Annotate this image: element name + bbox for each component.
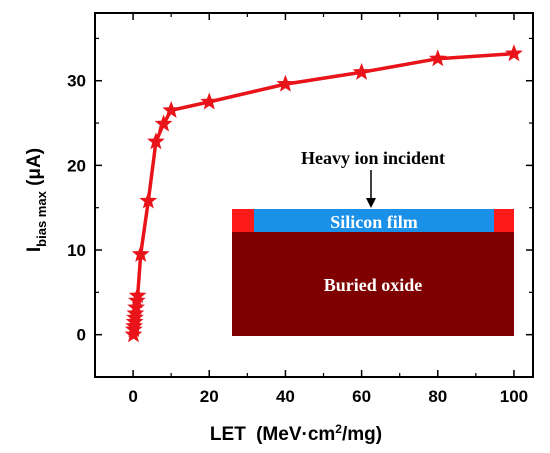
data-point-star — [505, 44, 523, 62]
buried-oxide-label: Buried oxide — [324, 275, 423, 295]
x-tick-label: 80 — [428, 387, 447, 406]
y-tick-label: 0 — [77, 326, 86, 345]
y-tick-label: 10 — [67, 241, 86, 260]
data-point-star — [124, 325, 143, 343]
data-point-star — [200, 92, 219, 110]
x-tick-label: 0 — [128, 387, 137, 406]
heavy-ion-label: Heavy ion incident — [301, 148, 445, 168]
plot-frame — [94, 12, 534, 378]
ion-arrow-head — [366, 198, 376, 208]
data-point-star — [352, 62, 371, 80]
data-point-star — [428, 49, 447, 67]
data-point-star — [128, 286, 147, 304]
y-axis-title: Ibias max (μA) — [24, 148, 49, 252]
device-inset: Silicon film Buried oxide Heavy ion inci… — [232, 148, 514, 336]
y-tick-label: 20 — [67, 156, 86, 175]
data-point-star — [139, 191, 158, 209]
y-tick-label: 30 — [67, 72, 86, 91]
axis-ticks — [94, 13, 533, 378]
silicon-film-layer — [254, 209, 494, 232]
data-point-star — [154, 114, 173, 132]
x-tick-label: 20 — [200, 387, 219, 406]
axis-tick-labels: 0 20 40 60 80 100 0 10 20 30 — [67, 72, 528, 406]
data-point-star — [276, 74, 295, 92]
data-point-star — [126, 304, 145, 322]
data-point-star — [147, 132, 165, 150]
buried-oxide-layer — [232, 232, 514, 336]
data-point-star — [131, 244, 150, 262]
data-point-star — [162, 101, 181, 118]
x-tick-label: 40 — [276, 387, 295, 406]
data-series — [124, 44, 523, 343]
x-axis-title: LET (MeV·cm2/mg) — [210, 422, 382, 445]
left-contact — [232, 209, 254, 232]
x-tick-label: 60 — [352, 387, 371, 406]
data-point-star — [127, 298, 146, 316]
x-tick-label: 100 — [500, 387, 528, 406]
right-contact — [494, 209, 514, 232]
silicon-film-label: Silicon film — [330, 212, 418, 232]
